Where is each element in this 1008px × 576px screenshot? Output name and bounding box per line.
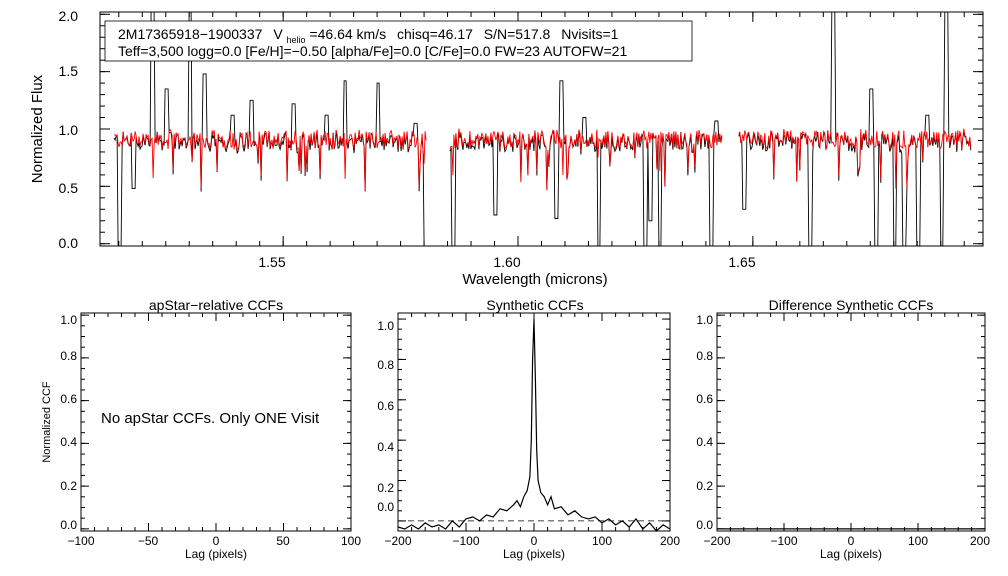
difference-xtick-label: −200 (703, 534, 730, 548)
spectrum-plot-area (113, 11, 972, 247)
synthetic-ytick-label: 0.0 (377, 500, 394, 514)
synthetic-xtick-label: 200 (660, 534, 680, 548)
difference-xlabel: Lag (pixels) (820, 547, 882, 561)
difference-ccf-frame (716, 312, 986, 532)
spectrum-axis-ticks (100, 12, 983, 246)
spectrum-ylabel: Normalized Flux (29, 74, 46, 183)
spectrum-xlabel: Wavelength (microns) (462, 271, 607, 288)
vhelio-value: =46.64 km/s (309, 26, 386, 42)
apstar-ccf-title: apStar−relative CCFs (149, 297, 283, 313)
spectrum-ytick-label: 0.5 (59, 180, 79, 196)
difference-ytick-label: 0.4 (696, 435, 713, 449)
apstar-xtick-label: 0 (213, 534, 220, 548)
apstar-ytick-label: 1.0 (60, 313, 77, 327)
synthetic-xtick-label: 0 (531, 534, 538, 548)
synthetic-ccf-frame (397, 312, 671, 532)
header-line-1: 2M17365918−1900337 V helio =46.64 km/s c… (118, 26, 619, 46)
no-ccf-message: No apStar CCFs. Only ONE Visit (101, 410, 320, 427)
difference-ytick-label: 0.6 (696, 392, 713, 406)
vhelio-label: V (273, 26, 283, 42)
spectrum-xtick-label: 1.55 (258, 254, 285, 270)
spectrum-ytick-label: 1.0 (59, 122, 79, 138)
difference-ccf-axis-ticks (716, 313, 986, 531)
apstar-ytick-label: 0.8 (60, 349, 77, 363)
apstar-xtick-label: −100 (67, 534, 94, 548)
difference-ytick-label: 0.0 (696, 518, 713, 532)
difference-ytick-label: 1.0 (696, 313, 713, 327)
spectrum-ytick-label: 1.5 (59, 63, 79, 79)
difference-ytick-label: 0.8 (696, 349, 713, 363)
apstar-ytick-label: 0.6 (60, 392, 77, 406)
header-box (104, 20, 693, 62)
header-annotation: 2M17365918−1900337 V helio =46.64 km/s c… (104, 20, 693, 62)
spectrum-xtick-label: 1.65 (728, 254, 755, 270)
snr-value: S/N=517.8 (484, 26, 551, 42)
difference-ytick-label: 0.2 (696, 479, 713, 493)
vhelio-subscript: helio (287, 35, 306, 45)
synthetic-xtick-label: 100 (592, 534, 612, 548)
header-line-2: Teff=3,500 logg=0.0 [Fe/H]=−0.50 [alpha/… (118, 43, 627, 59)
apstar-xtick-label: 50 (276, 534, 290, 548)
apstar-ytick-label: 0.2 (60, 479, 77, 493)
difference-xtick-label: 100 (908, 534, 928, 548)
difference-xtick-label: −100 (770, 534, 797, 548)
apstar-xlabel: Lag (pixels) (185, 547, 247, 561)
synthetic-spectrum-line (114, 128, 972, 190)
apstar-ytick-label: 0.4 (60, 435, 77, 449)
apstar-ytick-label: 0.0 (60, 518, 77, 532)
chisq-value: chisq=46.17 (397, 26, 473, 42)
apstar-xtick-label: 100 (341, 534, 361, 548)
synthetic-ccf-line (397, 319, 671, 532)
spectrum-panel: 1.55 1.60 1.65 0.0 0.5 1.0 1.5 2.0 Wavel… (29, 8, 984, 288)
spectrum-xtick-label: 1.60 (493, 254, 520, 270)
spectrum-ytick-label: 0.0 (59, 235, 79, 251)
difference-ccf-title: Difference Synthetic CCFs (769, 297, 934, 313)
spectrum-ytick-label: 2.0 (59, 8, 79, 24)
synthetic-xtick-label: −200 (384, 534, 411, 548)
difference-xtick-label: 200 (970, 534, 990, 548)
synthetic-ytick-label: 0.2 (377, 481, 394, 495)
synthetic-ytick-label: 0.6 (377, 399, 394, 413)
apstar-ylabel: Normalized CCF (41, 381, 53, 463)
synthetic-ytick-label: 1.0 (377, 319, 394, 333)
star-id: 2M17365918−1900337 (118, 26, 263, 42)
synthetic-ccf-axis-ticks (397, 313, 671, 531)
synthetic-ccf-title: Synthetic CCFs (486, 297, 583, 313)
synthetic-ytick-label: 0.8 (377, 358, 394, 372)
difference-xtick-label: 0 (848, 534, 855, 548)
synthetic-ccf-panel: Synthetic CCFs −200 −100 0 100 200 0.0 0… (377, 297, 680, 561)
difference-ccf-panel: Difference Synthetic CCFs −200 −100 0 10… (696, 297, 990, 561)
synthetic-xtick-label: −100 (452, 534, 479, 548)
nvisits-value: Nvisits=1 (561, 26, 618, 42)
synthetic-xlabel: Lag (pixels) (503, 547, 565, 561)
apstar-ccf-panel: apStar−relative CCFs No apStar CCFs. Onl… (41, 297, 361, 561)
apstar-ccf-axis-ticks (80, 313, 352, 531)
apstar-xtick-label: −50 (138, 534, 159, 548)
synthetic-ytick-label: 0.4 (377, 440, 394, 454)
